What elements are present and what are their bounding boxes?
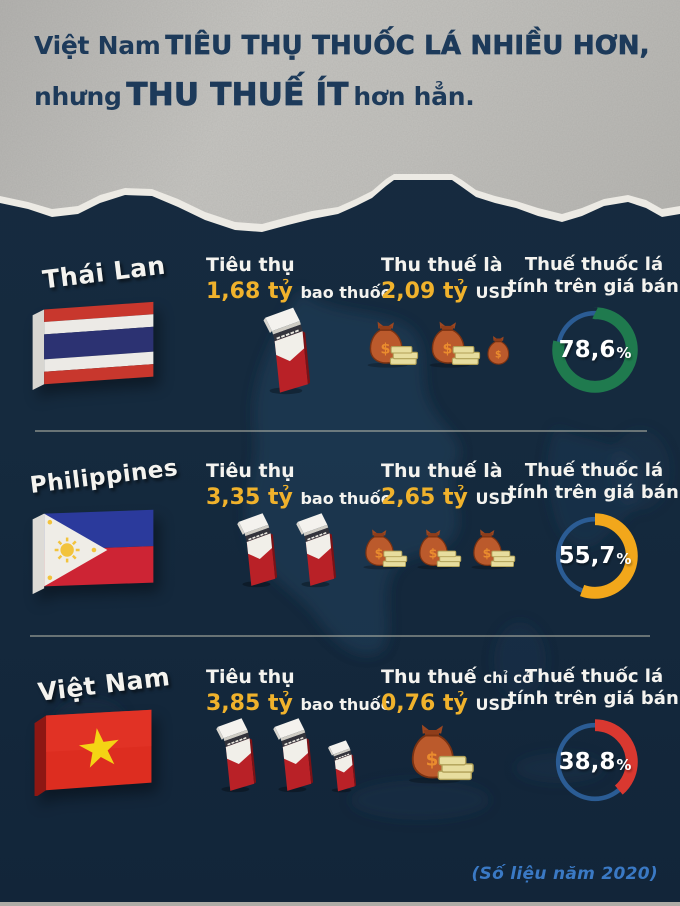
tax-revenue-block: Thu thuế là 2,09 tỷ USD — [381, 254, 521, 304]
tax-revenue-label: Thu thuế là — [381, 460, 503, 482]
consumption-unit: bao thuốc — [300, 283, 391, 302]
consumption-value-line: 3,85 tỷ bao thuốc — [206, 691, 390, 716]
row-divider — [30, 635, 650, 637]
donut-percent: 38,8% — [558, 749, 632, 775]
money-bag-icons — [356, 318, 516, 368]
money-bag-icons — [356, 524, 516, 572]
tax-revenue-value-line: 2,09 tỷ USD — [381, 279, 521, 304]
consumption-value: 1,68 tỷ — [206, 279, 293, 304]
consumption-unit: bao thuốc — [300, 695, 391, 714]
country-label: Philippines — [28, 455, 180, 499]
consumption-value-line: 3,35 tỷ bao thuốc — [206, 485, 390, 510]
title-prefix-2: nhưng — [34, 81, 122, 111]
cigarette-pack-icon — [230, 508, 277, 590]
title-emphasis-1: TIÊU THỤ THUỐC LÁ NHIỀU HƠN, — [165, 31, 650, 62]
consumption-value: 3,35 tỷ — [206, 485, 293, 510]
title-emphasis-2: THU THUẾ ÍT — [126, 76, 349, 113]
tax-revenue-value: 0,76 tỷ — [381, 691, 468, 716]
title-line-2: nhưng THU THUẾ ÍT hơn hẳn. — [34, 76, 674, 114]
money-bag-icon — [421, 318, 481, 368]
row-philippines: Philippines Tiêu thụ 3,3 — [0, 454, 680, 644]
page-title: Việt Nam TIÊU THỤ THUỐC LÁ NHIỀU HƠN, nh… — [34, 31, 674, 114]
cigarette-pack-icon — [255, 302, 310, 397]
donut-percent: 78,6% — [558, 337, 632, 363]
title-line-1: Việt Nam TIÊU THỤ THUỐC LÁ NHIỀU HƠN, — [34, 31, 674, 62]
donut-fill — [552, 719, 638, 805]
money-bag-icons — [356, 720, 516, 784]
title-prefix-1: Việt Nam — [34, 31, 161, 60]
tax-revenue-value: 2,09 tỷ — [381, 279, 468, 304]
country-label: Việt Nam — [36, 662, 172, 707]
donut-chart: 38,8% — [549, 716, 641, 808]
tax-revenue-block: Thu thuế là 2,65 tỷ USD — [381, 460, 521, 510]
consumption-value: 3,85 tỷ — [206, 691, 293, 716]
cigarette-pack-icons — [200, 508, 365, 590]
cigarette-pack-icons — [200, 302, 365, 397]
retail-tax-block: Thuế thuốc lá tính trên giá bán lẻ — [508, 460, 680, 504]
tax-revenue-label: Thu thuế là — [381, 254, 503, 276]
consumption-block: Tiêu thụ 1,68 tỷ bao thuốc — [206, 254, 390, 304]
tax-revenue-block: Thu thuế chỉ có 0,76 tỷ USD — [381, 666, 533, 716]
title-suffix-2: hơn hẳn. — [353, 81, 475, 111]
donut-chart: 78,6% — [549, 304, 641, 396]
money-bag-icon — [398, 720, 475, 784]
bottom-paper-edge — [0, 902, 680, 906]
retail-tax-label: Thuế thuốc lá tính trên giá bán lẻ — [508, 666, 680, 709]
retail-tax-label: Thuế thuốc lá tính trên giá bán lẻ — [508, 460, 680, 503]
tax-revenue-unit: USD — [475, 695, 514, 714]
donut-fill — [552, 513, 638, 599]
tax-revenue-unit: USD — [475, 283, 514, 302]
money-bag-icon — [356, 524, 408, 572]
cigarette-pack-icon — [266, 714, 313, 794]
donut-chart: 55,7% — [549, 510, 641, 602]
row-divider — [35, 430, 647, 432]
consumption-value-line: 1,68 tỷ bao thuốc — [206, 279, 390, 304]
tax-revenue-value-line: 2,65 tỷ USD — [381, 485, 521, 510]
cigarette-pack-icon — [289, 508, 336, 590]
donut-percent: 55,7% — [558, 543, 632, 569]
tax-revenue-value: 2,65 tỷ — [381, 485, 468, 510]
footnote: (Số liệu năm 2020) — [471, 864, 658, 884]
vietnam-flag-icon — [34, 709, 152, 796]
row-thailand: Thái Lan Tiêu thụ 1,68 tỷ bao thuốc Thu … — [0, 248, 680, 438]
money-bag-icon — [483, 334, 513, 368]
tax-revenue-label: Thu thuế chỉ có — [381, 666, 533, 688]
retail-tax-block: Thuế thuốc lá tính trên giá bán lẻ — [508, 666, 680, 710]
consumption-label: Tiêu thụ — [206, 666, 295, 688]
retail-tax-label: Thuế thuốc lá tính trên giá bán lẻ — [508, 254, 680, 297]
retail-tax-block: Thuế thuốc lá tính trên giá bán lẻ — [508, 254, 680, 298]
row-vietnam: Việt Nam Tiêu thụ 3,85 tỷ bao thuốc Thu … — [0, 660, 680, 850]
tax-revenue-unit: USD — [475, 489, 514, 508]
thailand-flag-icon — [32, 301, 154, 390]
cigarette-pack-icon — [323, 737, 356, 794]
paper-texture — [0, 0, 680, 224]
donut-fill — [552, 307, 638, 393]
country-label: Thái Lan — [40, 250, 168, 295]
philippines-flag-icon — [32, 509, 154, 595]
money-bag-icon — [410, 524, 462, 572]
money-bag-icon — [464, 524, 516, 572]
money-bag-icon — [359, 318, 419, 368]
torn-paper-header — [0, 0, 680, 224]
consumption-label: Tiêu thụ — [206, 254, 295, 276]
consumption-label: Tiêu thụ — [206, 460, 295, 482]
tax-revenue-value-line: 0,76 tỷ USD — [381, 691, 521, 716]
consumption-unit: bao thuốc — [300, 489, 391, 508]
consumption-block: Tiêu thụ 3,35 tỷ bao thuốc — [206, 460, 390, 510]
cigarette-pack-icon — [209, 714, 256, 794]
cigarette-pack-icons — [184, 714, 380, 794]
consumption-block: Tiêu thụ 3,85 tỷ bao thuốc — [206, 666, 390, 716]
